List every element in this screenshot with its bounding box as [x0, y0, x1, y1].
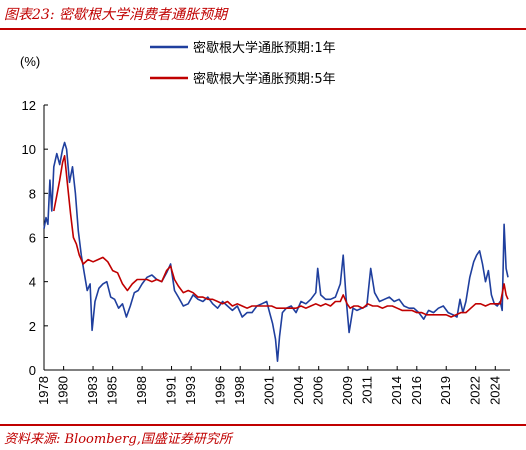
x-tick-label: 2001 [262, 376, 277, 405]
x-tick-label: 2014 [389, 376, 404, 405]
x-tick-label: 1985 [105, 376, 120, 405]
series-line-1yr [43, 141, 509, 362]
x-tick-label: 1996 [213, 376, 228, 405]
y-tick-label: 2 [29, 319, 36, 334]
x-tick-label: 2006 [311, 376, 326, 405]
figure-source: 资料来源: Bloomberg,国盛证券研究所 [4, 432, 232, 447]
legend-label: 密歇根大学通胀预期:1年 [193, 40, 336, 56]
x-tick-label: 2009 [340, 376, 355, 405]
x-tick-label: 1983 [85, 376, 100, 405]
figure-title: 图表23: 密歇根大学消费者通胀预期 [4, 7, 227, 23]
x-tick-label: 2024 [487, 376, 502, 405]
top-divider [0, 28, 526, 30]
y-tick-label: 12 [22, 98, 36, 113]
y-tick-label: 4 [29, 275, 36, 290]
y-tick-label: 10 [22, 142, 36, 157]
x-tick-label: 2004 [291, 376, 306, 405]
x-tick-label: 1993 [183, 376, 198, 405]
x-tick-label: 1988 [134, 376, 149, 405]
x-tick-label: 1998 [232, 376, 247, 405]
x-tick-label: 2022 [468, 376, 483, 405]
x-tick-label: 1991 [164, 376, 179, 405]
x-tick-label: 1978 [36, 376, 51, 405]
y-tick-label: 0 [29, 363, 36, 378]
y-tick-label: 6 [29, 231, 36, 246]
x-tick-label: 2011 [360, 376, 375, 404]
x-tick-label: 1980 [56, 376, 71, 405]
x-tick-label: 2019 [438, 376, 453, 405]
series-line-5yr [53, 155, 509, 318]
bottom-divider [0, 424, 526, 426]
legend-label: 密歇根大学通胀预期:5年 [193, 71, 336, 87]
y-axis-label: (%) [20, 54, 40, 69]
y-tick-label: 8 [29, 186, 36, 201]
x-tick-label: 2016 [409, 376, 424, 405]
